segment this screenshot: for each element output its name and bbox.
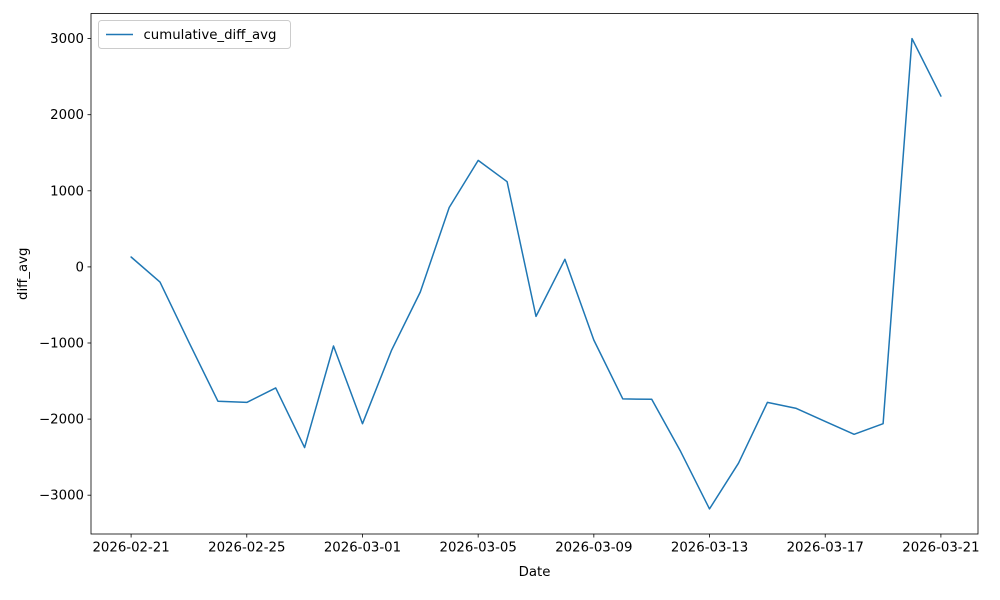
x-tick-label: 2026-03-17 [787,541,864,556]
plot-border [90,13,979,535]
x-tick-label: 2026-03-13 [671,541,748,556]
x-tick-label: 2026-02-25 [208,541,285,556]
legend-box [98,20,291,49]
y-tick-label: 1000 [50,184,84,199]
x-tick-label: 2026-03-01 [324,541,401,556]
y-tick-label: 0 [76,260,84,275]
y-axis-label: diff_avg [16,248,31,300]
y-tick-label: 3000 [50,32,84,47]
y-tick-label: 2000 [50,108,84,123]
legend-label: cumulative_diff_avg [144,28,277,43]
y-tick-label: −3000 [39,489,84,504]
y-tick-label: −2000 [39,413,84,428]
x-tick-label: 2026-03-05 [440,541,517,556]
y-tick-label: −1000 [39,336,84,351]
x-axis-label: Date [519,565,551,580]
x-tick-label: 2026-03-21 [902,541,979,556]
x-tick-label: 2026-03-09 [555,541,632,556]
x-tick-label: 2026-02-21 [92,541,169,556]
series-line-cumulative-diff-avg [130,37,942,510]
